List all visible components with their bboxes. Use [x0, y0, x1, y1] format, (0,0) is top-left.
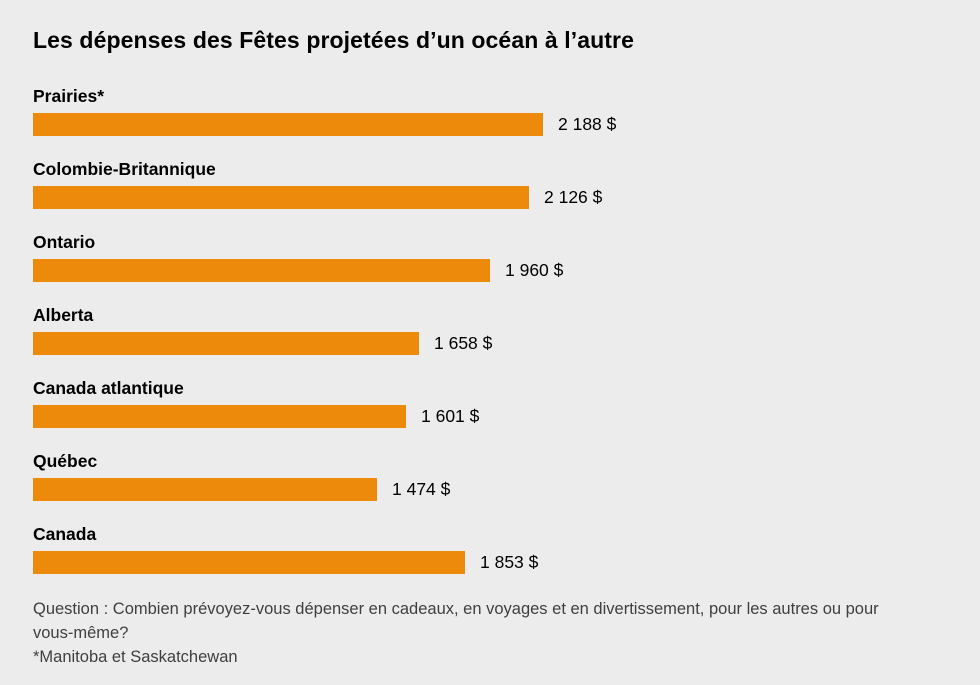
bar: [33, 551, 465, 574]
bar-track: 1 853 $: [33, 551, 947, 574]
bar: [33, 186, 529, 209]
value-label: 1 474 $: [392, 479, 451, 499]
category-label: Canada: [33, 524, 97, 544]
bar-track: 2 126 $: [33, 186, 947, 209]
bar: [33, 259, 490, 282]
category-label: Alberta: [33, 305, 94, 325]
chart-rows: Prairies* 2 188 $ Colombie-Britannique 2 12…: [33, 86, 947, 574]
category-label: Prairies*: [33, 86, 105, 106]
bar: [33, 113, 543, 136]
bar-chart: Les dépenses des Fêtes projetées d’un oc…: [33, 27, 947, 669]
category-label: Québec: [33, 451, 98, 471]
chart-title: Les dépenses des Fêtes projetées d’un oc…: [33, 27, 634, 53]
chart-notes: Question : Combien prévoyez-vous dépense…: [33, 597, 903, 669]
chart-row: Canada atlantique 1 601 $: [33, 378, 947, 428]
category-label: Colombie-Britannique: [33, 159, 216, 179]
value-label: 2 126 $: [544, 187, 603, 207]
value-label: 1 960 $: [505, 260, 564, 280]
chart-row: Alberta 1 658 $: [33, 305, 947, 355]
bar-track: 1 474 $: [33, 478, 947, 501]
value-label: 2 188 $: [558, 114, 617, 134]
value-label: 1 601 $: [421, 406, 480, 426]
chart-row: Québec 1 474 $: [33, 451, 947, 501]
bar: [33, 405, 406, 428]
footnote: *Manitoba et Saskatchewan: [33, 648, 238, 666]
bar-track: 1 960 $: [33, 259, 947, 282]
value-label: 1 658 $: [434, 333, 493, 353]
category-label: Ontario: [33, 232, 96, 252]
bar-track: 2 188 $: [33, 113, 947, 136]
bar-track: 1 601 $: [33, 405, 947, 428]
bar-track: 1 658 $: [33, 332, 947, 355]
bar: [33, 478, 377, 501]
category-label: Canada atlantique: [33, 378, 184, 398]
chart-row: Ontario 1 960 $: [33, 232, 947, 282]
chart-row: Prairies* 2 188 $: [33, 86, 947, 136]
value-label: 1 853 $: [480, 552, 539, 572]
chart-row: Colombie-Britannique 2 126 $: [33, 159, 947, 209]
bar: [33, 332, 419, 355]
chart-row: Canada 1 853 $: [33, 524, 947, 574]
question-note: Question : Combien prévoyez-vous dépense…: [33, 600, 879, 642]
